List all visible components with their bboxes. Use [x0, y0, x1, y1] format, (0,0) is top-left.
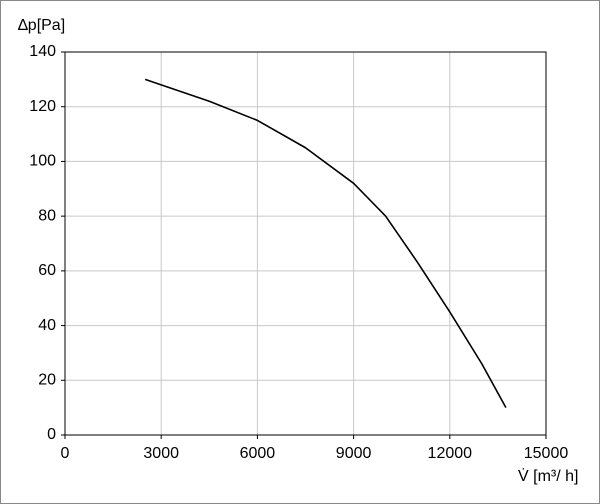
- y-tick-label: 120: [29, 98, 56, 115]
- y-tick-label: 100: [29, 153, 56, 170]
- y-tick-label: 20: [38, 372, 56, 389]
- y-axis-label: ∆p[Pa]: [18, 17, 65, 34]
- x-tick-label: 6000: [240, 445, 276, 462]
- y-tick-label: 40: [38, 317, 56, 334]
- x-tick-label: 0: [61, 445, 70, 462]
- curve: [144, 78, 507, 409]
- y-tick-label: 140: [29, 43, 56, 60]
- y-tick-label: 0: [47, 426, 56, 443]
- x-tick-label: 12000: [428, 445, 473, 462]
- y-tick-label: 80: [38, 207, 56, 224]
- y-tick-label: 60: [38, 262, 56, 279]
- x-tick-label: 15000: [524, 445, 569, 462]
- plot-border: [64, 51, 547, 436]
- x-axis-label: V̇ [m³/ h]: [518, 467, 578, 485]
- x-tick-label: 3000: [143, 445, 179, 462]
- x-tick-label: 9000: [336, 445, 372, 462]
